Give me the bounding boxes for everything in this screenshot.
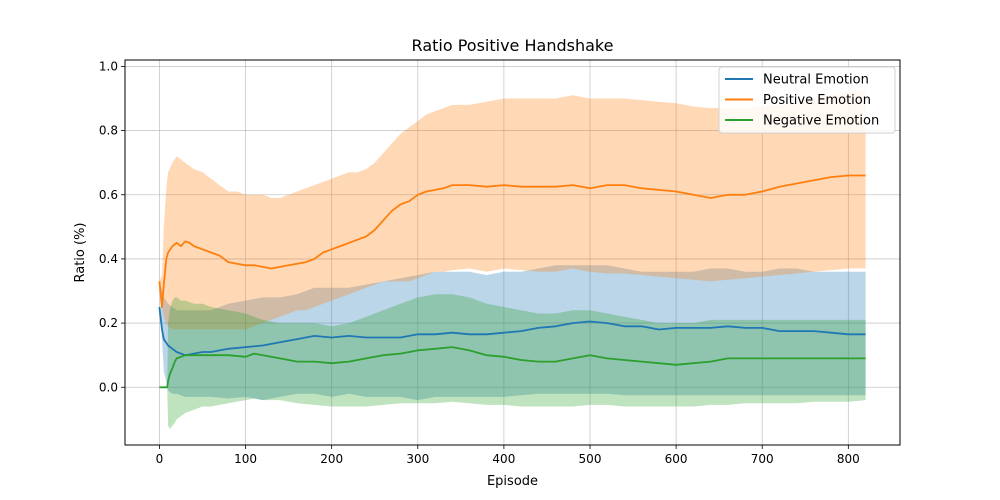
y-axis-ticks: 0.0 0.2 0.4 0.6 0.8 1.0 [99,59,125,394]
legend-label: Neutral Emotion [763,73,869,88]
band-series-1 [159,88,866,330]
x-tick-label: 0 [156,452,164,466]
line-series-0 [158,306,866,357]
y-tick-label: 0.0 [99,380,118,394]
plot-area [124,59,901,446]
legend: Neutral Emotion Positive Emotion Negative … [718,66,896,134]
legend-label: Negative Emotion [763,114,879,129]
x-tick-label: 400 [492,452,515,466]
x-tick-label: 200 [320,452,343,466]
x-tick-label: 600 [665,452,688,466]
x-axis-label: Episode [487,474,538,489]
line-series-1 [158,174,866,308]
x-tick-label: 500 [579,452,602,466]
plot-frame [124,59,901,446]
chart-title: Ratio Positive Handshake [412,36,614,55]
x-tick-label: 800 [837,452,860,466]
y-tick-label: 0.6 [99,188,118,202]
y-axis-label: Ratio (%) [73,222,88,282]
line-series-2 [159,346,866,389]
y-tick-label: 0.2 [99,316,118,330]
x-tick-label: 100 [234,452,257,466]
y-tick-label: 1.0 [99,59,118,73]
x-tick-label: 300 [406,452,429,466]
legend-box [718,66,896,134]
legend-label: Positive Emotion [763,93,871,108]
y-tick-label: 0.4 [99,252,118,266]
x-tick-label: 700 [751,452,774,466]
x-axis-ticks: 0 100 200 300 400 500 600 700 800 [156,445,860,466]
series-lines [158,174,866,389]
y-tick-label: 0.8 [99,124,118,138]
